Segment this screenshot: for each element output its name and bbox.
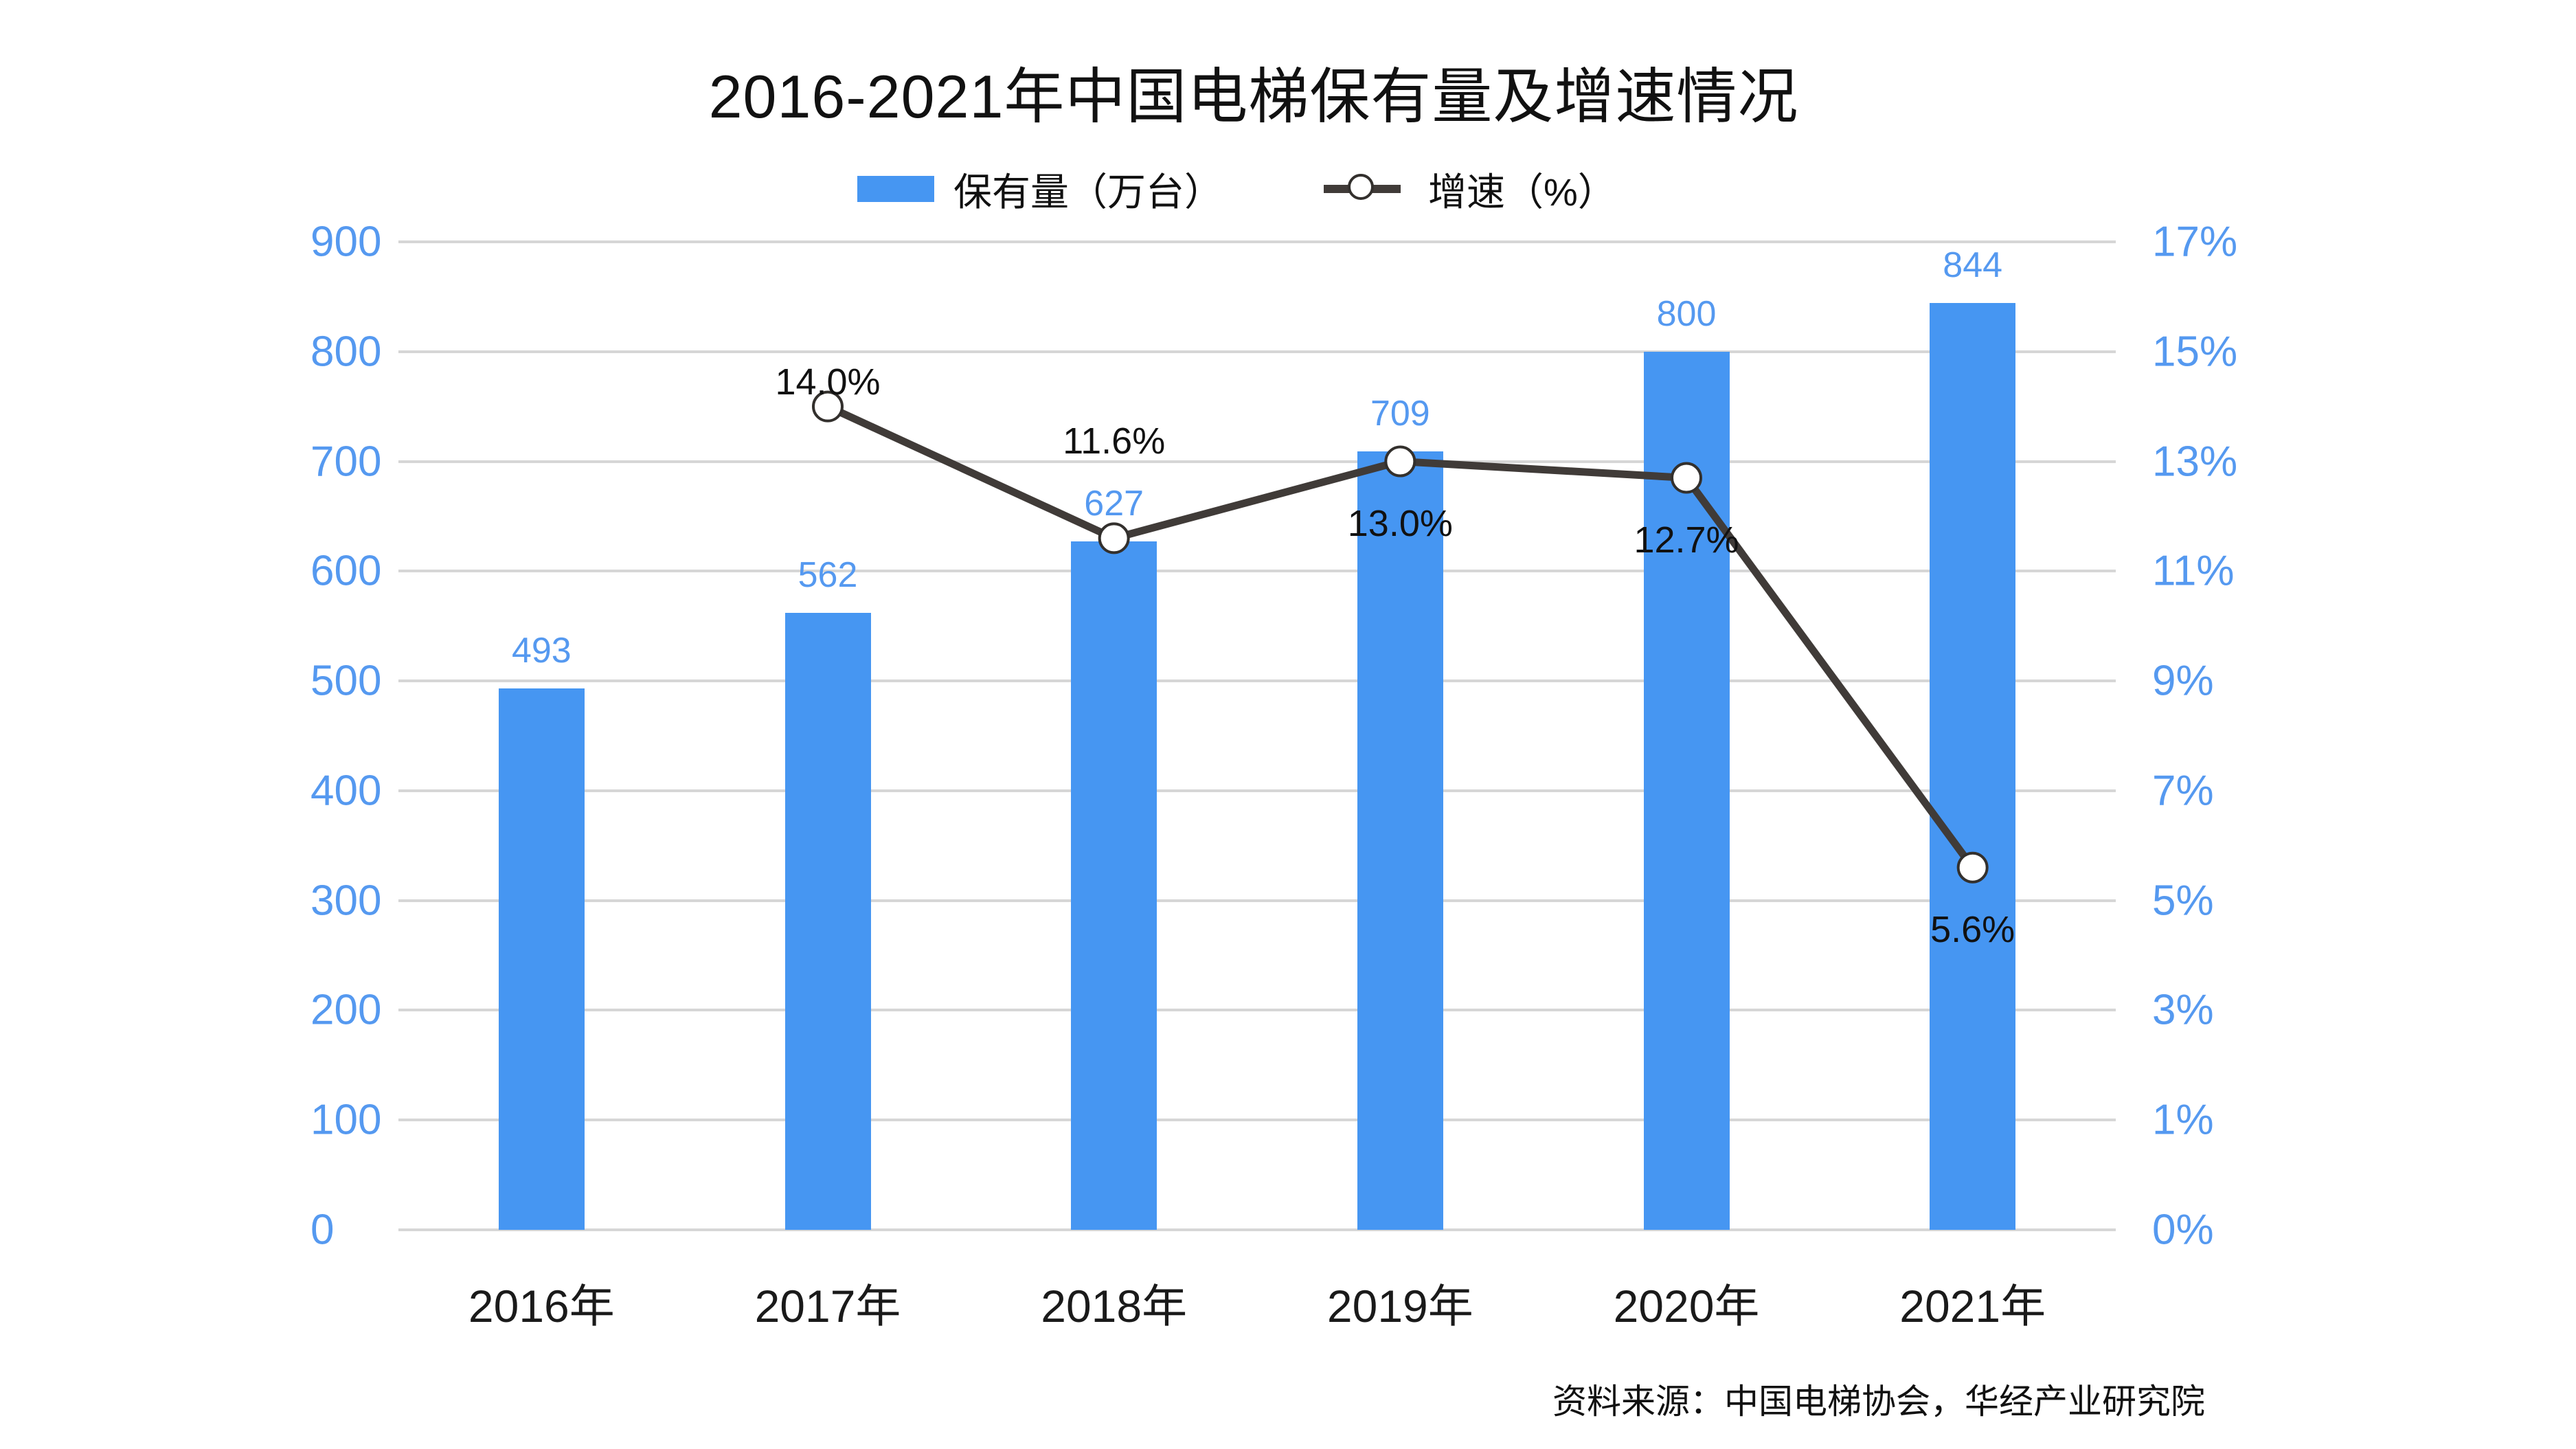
right-axis-tick-label: 5% <box>2152 877 2214 925</box>
x-axis-label: 2020年 <box>1613 1281 1760 1332</box>
holdings-bar <box>1643 351 1730 1230</box>
x-axis-label: 2017年 <box>754 1281 901 1332</box>
holdings-bar <box>1071 541 1157 1230</box>
left-axis-tick-label: 900 <box>310 218 382 266</box>
chart-title: 2016-2021年中国电梯保有量及增速情况 <box>708 63 1799 131</box>
left-axis-tick-label: 800 <box>310 328 382 376</box>
x-axis-label: 2019年 <box>1326 1281 1473 1332</box>
x-axis-label: 2021年 <box>1899 1281 2046 1332</box>
gridline <box>398 899 2116 902</box>
left-axis-tick-label: 0 <box>310 1206 335 1254</box>
legend-label-holdings: 保有量（万台） <box>953 170 1223 214</box>
gridline <box>398 570 2116 573</box>
right-axis-tick-label: 7% <box>2152 767 2214 815</box>
gridline <box>398 350 2116 353</box>
holdings-bar <box>498 688 585 1230</box>
growth-point-label: 14.0% <box>775 361 881 403</box>
gridline <box>398 1119 2116 1122</box>
legend-label-growth: 增速（%） <box>1428 170 1616 214</box>
right-axis-tick-label: 0% <box>2152 1206 2214 1254</box>
left-axis-tick-label: 200 <box>310 986 382 1034</box>
legend-item-holdings: 保有量（万台） <box>857 165 1223 214</box>
right-axis-tick-label: 9% <box>2152 657 2214 705</box>
bar-value-label: 709 <box>1370 394 1430 434</box>
holdings-bar <box>1357 451 1443 1230</box>
growth-point-label: 11.6% <box>1063 420 1166 462</box>
bar-value-label: 844 <box>1943 245 2003 286</box>
growth-point-label: 13.0% <box>1347 502 1453 544</box>
holdings-bar <box>1930 303 2016 1230</box>
gridline <box>398 460 2116 463</box>
x-axis-label: 2018年 <box>1041 1281 1188 1332</box>
legend-item-growth: 增速（%） <box>1324 165 1616 214</box>
gridline <box>398 1228 2116 1231</box>
right-axis-tick-label: 1% <box>2152 1096 2214 1144</box>
left-axis-tick-label: 600 <box>310 547 382 595</box>
bar-value-label: 562 <box>798 555 858 596</box>
source-note: 资料来源：中国电梯协会，华经产业研究院 <box>1552 1382 2205 1421</box>
gridline <box>398 789 2116 792</box>
bar-swatch-icon <box>857 176 934 202</box>
growth-point-label: 5.6% <box>1930 908 2015 950</box>
gridline <box>398 240 2116 243</box>
right-axis-tick-label: 13% <box>2152 438 2238 486</box>
bar-value-label: 800 <box>1656 293 1717 334</box>
left-axis-tick-label: 500 <box>310 657 382 705</box>
growth-point-label: 12.7% <box>1634 519 1739 561</box>
right-axis-tick-label: 11% <box>2152 547 2235 595</box>
holdings-bar <box>784 613 871 1230</box>
left-axis-tick-label: 700 <box>310 438 382 486</box>
left-axis-tick-label: 300 <box>310 877 382 925</box>
gridline <box>398 1009 2116 1012</box>
line-marker-icon <box>1324 174 1401 204</box>
left-axis-tick-label: 400 <box>310 767 382 815</box>
right-axis-tick-label: 17% <box>2152 218 2238 266</box>
bar-value-label: 627 <box>1084 484 1144 524</box>
right-axis-tick-label: 3% <box>2152 986 2214 1034</box>
x-axis-label: 2016年 <box>468 1281 615 1332</box>
right-axis-tick-label: 15% <box>2152 328 2238 376</box>
left-axis-tick-label: 100 <box>310 1096 382 1144</box>
bar-value-label: 493 <box>511 631 572 671</box>
gridline <box>398 679 2116 683</box>
